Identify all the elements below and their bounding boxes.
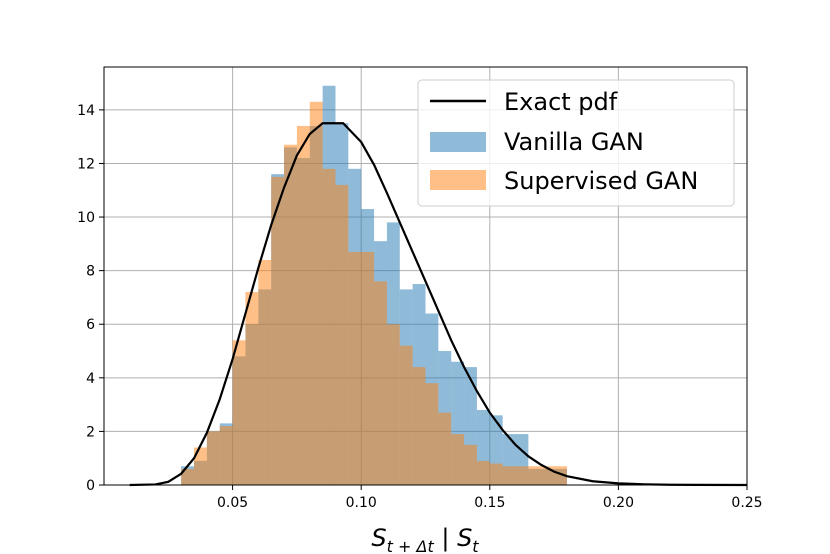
exact-pdf-line bbox=[129, 122, 748, 487]
histogram-bar bbox=[399, 345, 413, 485]
histogram-bar bbox=[464, 444, 477, 485]
histogram-bar bbox=[245, 292, 259, 485]
x-tick-label: 0.25 bbox=[731, 495, 762, 511]
histogram-bar bbox=[219, 426, 233, 485]
y-tick-label: 2 bbox=[86, 424, 95, 440]
histogram-bar bbox=[554, 466, 567, 485]
histogram-bar bbox=[528, 466, 542, 485]
x-tick-label: 0.10 bbox=[346, 495, 377, 511]
x-axis-label: St + Δt | St bbox=[371, 524, 479, 554]
histogram-bar bbox=[296, 125, 310, 485]
histogram-bar bbox=[181, 468, 195, 485]
y-tick-label: 0 bbox=[86, 478, 95, 494]
y-tick-label: 12 bbox=[77, 156, 95, 172]
histogram-bar bbox=[322, 168, 336, 486]
histogram-bar bbox=[284, 144, 297, 485]
legend-label-supervised-gan: Supervised GAN bbox=[504, 167, 698, 195]
histogram-bar bbox=[348, 251, 362, 485]
y-tick-label: 8 bbox=[86, 264, 95, 280]
legend-box bbox=[417, 79, 735, 207]
x-tick-label: 0.15 bbox=[474, 495, 505, 511]
legend-swatch-supervised-gan bbox=[430, 170, 486, 190]
histogram-bar bbox=[489, 463, 503, 485]
axes-frame bbox=[103, 66, 748, 486]
histogram-bar bbox=[502, 466, 516, 485]
histogram-bar bbox=[451, 434, 465, 485]
plot-area: 0.05 0.10 0.15 0.20 0.25 0 2 4 6 8 10 12 14 bbox=[77, 66, 763, 511]
y-tick-label: 4 bbox=[86, 371, 95, 387]
histogram-bar bbox=[374, 281, 387, 485]
y-tick-label: 10 bbox=[77, 210, 95, 226]
histogram-bar bbox=[361, 251, 375, 485]
histogram-bar bbox=[258, 259, 272, 485]
histogram-bar bbox=[515, 466, 529, 485]
histogram-bar bbox=[232, 340, 246, 485]
histogram-bar bbox=[271, 176, 285, 485]
histogram-bar bbox=[309, 101, 323, 485]
histogram-bar bbox=[206, 431, 220, 485]
supervised-gan-bars bbox=[181, 101, 567, 486]
legend-swatch-vanilla-gan bbox=[430, 132, 486, 152]
legend: Exact pdf Vanilla GAN Supervised GAN bbox=[417, 79, 735, 207]
histogram-bar bbox=[386, 324, 400, 485]
histogram-bar bbox=[194, 447, 207, 485]
y-axis-ticks: 0 2 4 6 8 10 12 14 bbox=[77, 103, 104, 494]
legend-label-exact-pdf: Exact pdf bbox=[504, 88, 618, 116]
legend-label-vanilla-gan: Vanilla GAN bbox=[504, 128, 644, 156]
histogram-bar bbox=[335, 184, 349, 485]
histogram-bar bbox=[476, 460, 490, 485]
histogram-bar bbox=[425, 383, 439, 485]
y-tick-label: 6 bbox=[86, 317, 95, 333]
histogram-bar bbox=[412, 367, 426, 485]
y-tick-label: 14 bbox=[77, 103, 95, 119]
histogram-bar bbox=[438, 412, 452, 485]
x-tick-label: 0.05 bbox=[217, 495, 248, 511]
x-axis-ticks: 0.05 0.10 0.15 0.20 0.25 bbox=[217, 485, 763, 511]
x-tick-label: 0.20 bbox=[603, 495, 634, 511]
